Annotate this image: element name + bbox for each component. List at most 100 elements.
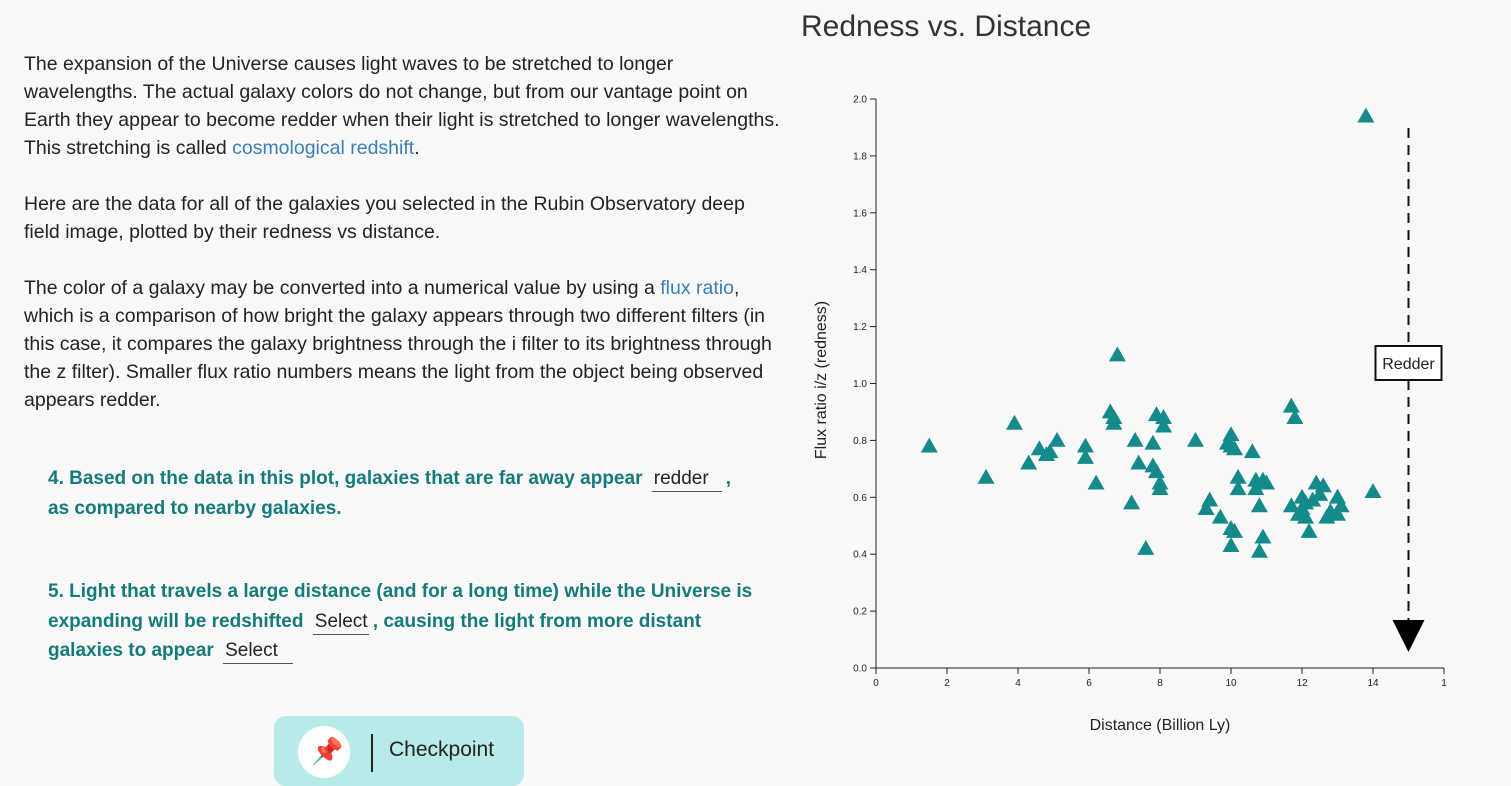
data-point (1211, 508, 1229, 524)
checkpoint-divider (371, 734, 373, 772)
intro-p3-text: The color of a galaxy may be converted i… (24, 277, 661, 299)
question-4: 4. Based on the data in this plot, galax… (48, 464, 768, 523)
intro-p1-text: The expansion of the Universe causes lig… (24, 53, 780, 159)
q5-select-1[interactable]: Select (312, 610, 369, 635)
data-point (1048, 431, 1066, 447)
x-tick-label: 1 (1441, 678, 1447, 689)
y-axis-label: Flux ratio i/z (redness) (813, 301, 830, 459)
question-5: 5. Light that travels a large distance (… (48, 577, 768, 666)
data-point (1332, 497, 1350, 513)
x-tick-label: 4 (1015, 678, 1021, 689)
data-point (1155, 409, 1173, 425)
x-tick-label: 0 (873, 678, 879, 689)
data-point (1297, 508, 1315, 524)
data-point (1137, 540, 1155, 555)
data-point (1229, 480, 1247, 496)
data-point (1314, 477, 1332, 493)
data-point (1108, 346, 1126, 362)
intro-paragraph-1: The expansion of the Universe causes lig… (24, 50, 784, 162)
data-point (1282, 397, 1300, 413)
x-tick-label: 8 (1157, 678, 1163, 689)
chart-marks (920, 107, 1382, 558)
y-tick-label: 0.8 (853, 436, 867, 447)
y-tick-label: 0.2 (853, 607, 867, 618)
data-point (1286, 409, 1304, 425)
data-point (977, 468, 995, 484)
y-tick-label: 1.2 (853, 322, 867, 333)
data-point (1243, 443, 1261, 459)
data-point (1254, 528, 1272, 544)
data-point (1041, 443, 1059, 459)
x-tick-label: 12 (1296, 678, 1308, 689)
chart-annotation: Redder (1374, 128, 1443, 652)
data-point (1151, 480, 1169, 496)
x-axis-label: Distance (Billion Ly) (1090, 717, 1231, 734)
chart-title: Redness vs. Distance (801, 10, 1092, 43)
y-tick-label: 1.6 (853, 208, 867, 219)
y-tick-label: 1.4 (853, 265, 867, 276)
data-point (1105, 414, 1123, 430)
data-point (1357, 107, 1375, 123)
y-tick-label: 2.0 (853, 95, 867, 106)
x-tick-label: 6 (1086, 678, 1092, 689)
data-point (1201, 491, 1219, 507)
y-tick-label: 1.0 (853, 379, 867, 390)
data-point (1222, 537, 1240, 553)
arrow-head (1392, 620, 1425, 652)
intro-paragraph-2: Here are the data for all of the galaxie… (24, 193, 745, 243)
data-point (1329, 488, 1346, 504)
intro-p1-end: . (414, 137, 420, 159)
q4-answer-select[interactable]: redder (651, 467, 722, 492)
data-point (1187, 431, 1204, 447)
chart-axes: 0 2 4 6 8 10 12 14 1 0.0 0.2 0.4 0.6 0.8 1.0 1.2 1.4 1.6 1… (853, 95, 1447, 690)
data-point (1226, 522, 1244, 538)
data-point (1087, 474, 1105, 490)
q4-comma: , (725, 468, 732, 489)
data-point (1147, 463, 1165, 479)
data-point (1247, 480, 1265, 496)
intro-text: The expansion of the Universe causes lig… (24, 50, 784, 442)
pushpin-icon: 📌 (311, 736, 344, 766)
data-point (1226, 440, 1244, 456)
data-point (1329, 505, 1346, 521)
q5-text-mid: , causing the light from more distant ga… (48, 610, 702, 662)
q4-text-end: as compared to nearby galaxies. (48, 497, 342, 519)
data-point (1130, 454, 1148, 470)
data-point (1364, 483, 1382, 498)
redder-label: Redder (1382, 356, 1435, 373)
data-point (1020, 454, 1038, 470)
y-tick-label: 0.4 (853, 550, 867, 561)
redder-box (1374, 345, 1443, 381)
flux-ratio-link[interactable]: flux ratio (660, 277, 734, 299)
data-point (1076, 437, 1094, 453)
q5-select-2[interactable]: Select (223, 639, 294, 664)
data-point (1311, 485, 1329, 501)
x-tick-label: 10 (1225, 678, 1237, 689)
data-point (1250, 542, 1268, 558)
x-tick-label: 14 (1367, 678, 1379, 689)
data-point (1123, 494, 1141, 510)
checkpoint-label: Checkpoint (389, 738, 495, 761)
data-point (1155, 417, 1173, 433)
data-point (1282, 497, 1300, 513)
data-point (1076, 448, 1094, 464)
x-tick-label: 2 (944, 678, 950, 689)
data-point (1250, 497, 1268, 513)
y-tick-label: 0.0 (853, 664, 867, 675)
data-point (1126, 431, 1144, 447)
y-tick-label: 0.6 (853, 493, 867, 504)
intro-paragraph-3: The color of a galaxy may be converted i… (24, 274, 784, 414)
cosmological-redshift-link[interactable]: cosmological redshift (232, 137, 415, 159)
y-tick-label: 1.8 (853, 151, 867, 162)
data-point (1258, 474, 1275, 490)
intro-p3-rest: , which is a comparison of how bright th… (24, 277, 772, 411)
checkpoint-icon-circle: 📌 (298, 726, 350, 778)
q4-text: 4. Based on the data in this plot, galax… (48, 468, 643, 489)
data-point (1197, 500, 1215, 516)
data-point (1222, 426, 1240, 442)
data-point (1144, 434, 1162, 450)
data-point (1229, 468, 1247, 484)
data-point (920, 437, 938, 453)
data-point (1005, 414, 1023, 430)
